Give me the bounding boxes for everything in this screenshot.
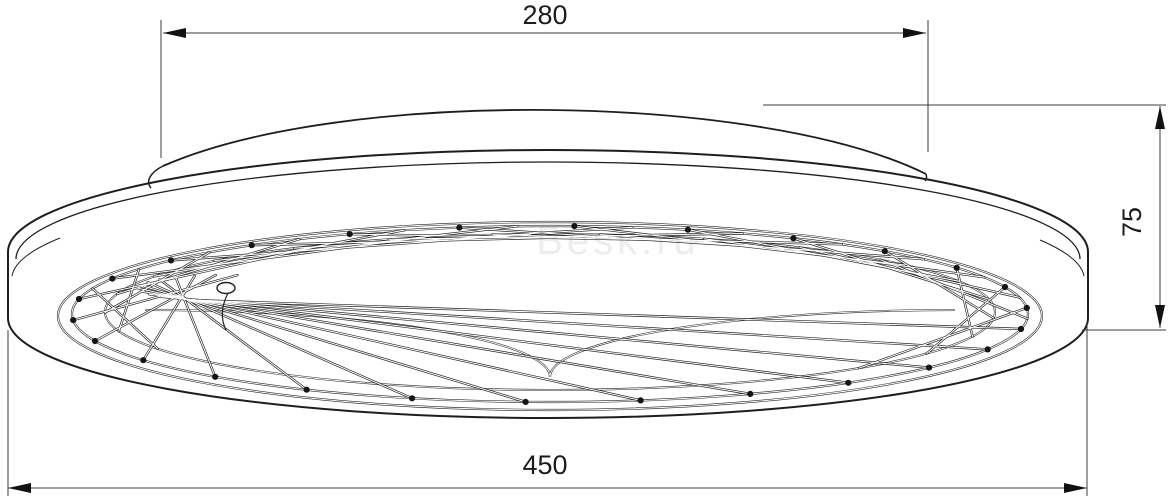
dimension-label-bottom-width: 450	[522, 450, 568, 480]
dimension-arrows	[8, 28, 1165, 493]
hub-curl	[216, 281, 236, 331]
body-outline	[7, 148, 1089, 420]
cage-rings	[56, 220, 1044, 412]
canopy-outline	[147, 109, 928, 189]
blade-tip-dots	[70, 223, 1030, 405]
fan-blades-highlight	[72, 225, 1028, 403]
watermark-text: Besk.ru	[536, 219, 700, 263]
dimension-label-height: 75	[1117, 206, 1147, 238]
dimension-label-top-width: 280	[522, 0, 568, 30]
dimension-lines	[7, 20, 1166, 496]
